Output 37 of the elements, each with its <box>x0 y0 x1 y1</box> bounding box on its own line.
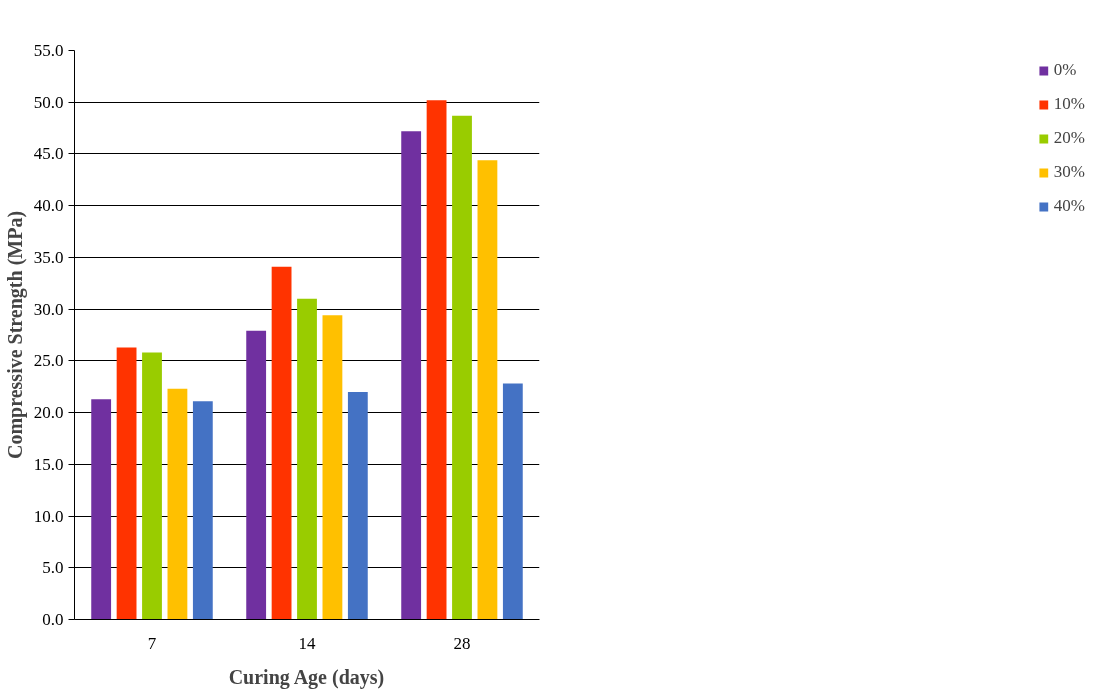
y-tick-label: 25.0 <box>33 351 64 371</box>
legend-label: 30% <box>1053 162 1085 182</box>
bar <box>297 298 317 620</box>
y-tick-label: 15.0 <box>33 454 64 474</box>
y-tick-label: 45.0 <box>33 144 64 164</box>
bar <box>167 388 188 620</box>
bar <box>142 352 162 620</box>
y-tick-label: 30.0 <box>33 299 64 319</box>
y-tick-label: 0.0 <box>42 610 64 629</box>
legend-label: 20% <box>1053 128 1085 148</box>
y-tick-label: 40.0 <box>33 196 64 216</box>
x-tick-label: 7 <box>147 633 157 653</box>
legend-label: 0% <box>1053 60 1077 80</box>
y-tick-label: 20.0 <box>33 403 64 423</box>
bar <box>452 115 472 620</box>
bar <box>477 160 498 620</box>
bar <box>116 347 137 620</box>
bar <box>246 330 267 620</box>
y-tick-label: 5.0 <box>42 558 64 578</box>
y-tick-label: 35.0 <box>33 247 64 267</box>
bar <box>502 383 523 620</box>
y-tick-label: 10.0 <box>33 506 64 526</box>
y-tick-label: 50.0 <box>33 92 64 112</box>
legend-label: 40% <box>1053 196 1085 216</box>
bar <box>192 401 213 620</box>
legend-label: 10% <box>1053 94 1085 114</box>
bar <box>426 100 447 620</box>
y-tick-label: 55.0 <box>33 41 64 60</box>
bar <box>91 399 112 620</box>
bar <box>401 131 422 620</box>
bar <box>271 266 292 620</box>
y-axis-title: Compressive Strength (MPa) <box>3 210 27 460</box>
bar <box>322 315 343 620</box>
x-tick-label: 28 <box>453 633 471 653</box>
bar <box>347 391 368 620</box>
x-axis-title: Curing Age (days) <box>228 665 385 689</box>
x-tick-label: 14 <box>298 633 316 653</box>
